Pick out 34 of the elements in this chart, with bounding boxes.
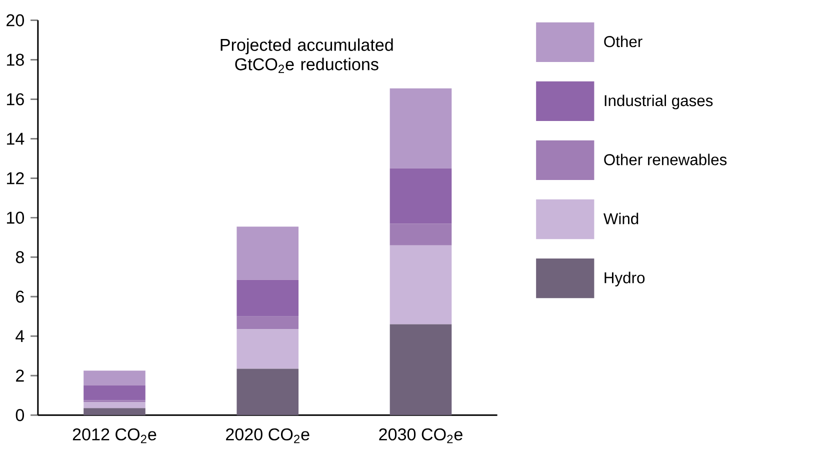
bar [236,329,299,369]
x-tick-label: 2020 CO$_{2}$e [226,428,310,444]
y-tick-label: 14 [6,132,24,145]
y-tick-label: 2 [16,370,24,382]
y-tick-label: 16 [6,93,24,106]
y-tick-label: 8 [16,251,24,264]
text: Industrial gases [604,94,713,110]
y-tick-label: 4 [16,330,24,342]
text: Hydro [604,272,645,286]
bar [84,370,146,386]
x-tick-label: 2012 CO$_{2}$e [72,428,156,444]
bar [390,224,452,246]
y-tick-label: 18 [6,54,24,66]
bar [236,280,299,316]
y-tick-label: 20 [6,14,24,26]
x-tick-label: 2030 CO$_{2}$e [379,428,462,444]
bar [390,324,452,416]
text: Other [604,36,642,48]
bar [84,386,146,400]
y-tick-label: 6 [16,290,24,303]
bar [236,226,299,280]
text: Wind [603,212,638,224]
bar [390,245,452,324]
text: Other renewables [604,154,727,166]
text: Projected accumulated GtCO$_{2}$e reductions [220,38,393,74]
y-tick-label: 0 [16,409,24,422]
bar [236,316,299,330]
bar [390,168,452,224]
bar [390,88,452,168]
y-tick-label: 10 [6,212,24,224]
bar [236,368,299,416]
y-tick-label: 12 [6,172,24,184]
bar [84,402,146,408]
bar [84,408,146,416]
